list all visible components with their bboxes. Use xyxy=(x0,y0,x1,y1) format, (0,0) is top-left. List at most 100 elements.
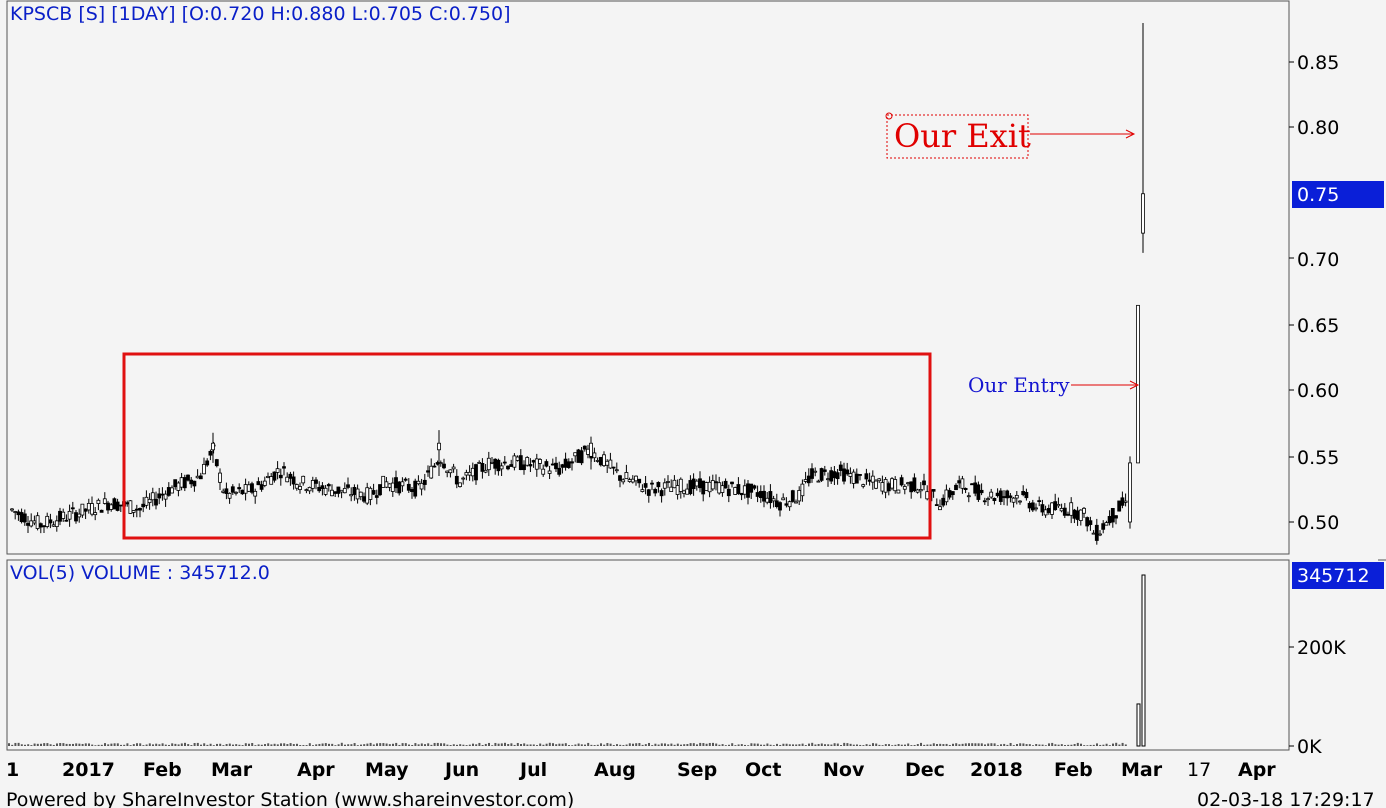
x-label: Apr xyxy=(1238,759,1276,781)
exit-arrowhead xyxy=(1125,129,1136,139)
volume-bar xyxy=(564,743,567,746)
price-candle xyxy=(669,486,674,492)
price-candle xyxy=(426,470,430,473)
price-candle xyxy=(918,489,923,492)
price-candle xyxy=(362,496,366,502)
volume-bar xyxy=(1060,744,1063,746)
price-candle xyxy=(800,483,805,497)
volume-bar xyxy=(152,744,154,746)
price-candle xyxy=(730,481,734,485)
price-candle xyxy=(672,479,677,489)
price-candle xyxy=(838,464,843,471)
price-candle xyxy=(934,504,939,506)
volume-bar xyxy=(824,744,826,746)
volume-bar xyxy=(139,743,142,746)
volume-bar xyxy=(910,745,913,746)
exit-annotation-handle[interactable] xyxy=(885,112,893,120)
price-candle xyxy=(250,483,254,493)
volume-bar xyxy=(289,743,292,746)
volume-bar xyxy=(148,743,151,746)
volume-bar xyxy=(1032,745,1034,746)
volume-bar xyxy=(948,744,951,746)
volume-bar xyxy=(1028,744,1031,746)
volume-bar xyxy=(321,743,324,746)
volume-bar xyxy=(11,744,14,746)
volume-bar xyxy=(420,743,423,746)
price-candle xyxy=(438,462,443,465)
x-label: 2018 xyxy=(970,759,1023,781)
volume-bar xyxy=(1009,742,1012,746)
volume-bar xyxy=(126,743,129,746)
price-candle xyxy=(906,482,910,485)
price-candle xyxy=(944,489,949,503)
price-candle xyxy=(486,457,491,471)
price-candle xyxy=(387,483,392,488)
price-candle xyxy=(208,450,213,456)
volume-bar xyxy=(625,744,628,746)
volume-bar xyxy=(1038,744,1041,746)
volume-bar xyxy=(932,743,935,746)
price-candle xyxy=(950,491,955,496)
volume-bar xyxy=(513,744,516,746)
volume-bar xyxy=(516,742,519,746)
volume-bar xyxy=(216,743,218,746)
x-axis: 1 2017 Feb Mar Apr May Jun Jul Aug Sep O… xyxy=(6,759,1276,781)
volume-bar xyxy=(312,745,314,746)
volume-bar xyxy=(1096,743,1098,746)
volume-bar xyxy=(276,744,279,746)
price-candle xyxy=(1094,524,1099,541)
price-candle xyxy=(749,483,754,493)
price-candle xyxy=(1021,491,1026,496)
volume-bar xyxy=(315,744,318,746)
volume-bar xyxy=(180,743,183,746)
price-candle xyxy=(634,475,638,482)
footer-credit: Powered by ShareInvestor Station (www.sh… xyxy=(6,789,574,808)
price-candle xyxy=(374,495,379,498)
volume-bar xyxy=(203,743,206,746)
price-candle xyxy=(1085,517,1090,527)
price-axis: 0.85 0.80 0.70 0.65 0.60 0.55 0.50 xyxy=(1289,52,1339,534)
volume-bar xyxy=(878,744,881,746)
x-label: Dec xyxy=(905,759,945,781)
price-candle xyxy=(275,468,280,473)
price-candle xyxy=(752,485,757,489)
price-candle xyxy=(890,478,894,489)
volume-bar xyxy=(712,742,714,746)
price-panel xyxy=(6,0,1290,555)
volume-bar xyxy=(260,744,263,746)
volume-bar xyxy=(318,743,321,746)
price-candle xyxy=(573,452,578,457)
volume-bar xyxy=(1086,745,1089,746)
price-candle xyxy=(973,482,978,494)
price-candle xyxy=(150,492,155,501)
price-candle xyxy=(710,480,715,490)
volume-bar xyxy=(545,743,548,746)
volume-bar xyxy=(363,744,366,746)
price-candle xyxy=(579,450,584,464)
price-candle xyxy=(902,486,907,490)
price-candle xyxy=(698,478,702,489)
price-candle xyxy=(29,520,34,527)
volume-bar xyxy=(484,743,487,746)
volume-bar xyxy=(856,744,858,746)
price-candle xyxy=(154,498,158,506)
volume-bar xyxy=(324,743,327,746)
volume-bar xyxy=(526,744,529,746)
price-candle xyxy=(358,491,363,498)
price-candle xyxy=(678,478,683,492)
price-candle xyxy=(1088,520,1093,525)
price-candle xyxy=(966,495,971,498)
volume-bar xyxy=(974,743,977,746)
price-candle xyxy=(646,489,651,496)
volume-bar xyxy=(552,743,554,746)
price-candle xyxy=(1120,497,1125,506)
volume-bar xyxy=(568,745,570,746)
volume-bar xyxy=(84,743,87,746)
price-candle xyxy=(845,469,850,475)
volume-bar xyxy=(888,744,890,746)
x-label: Aug xyxy=(594,759,636,781)
volume-bar xyxy=(376,743,378,746)
volume-bar xyxy=(305,745,308,746)
price-candle xyxy=(688,480,693,495)
